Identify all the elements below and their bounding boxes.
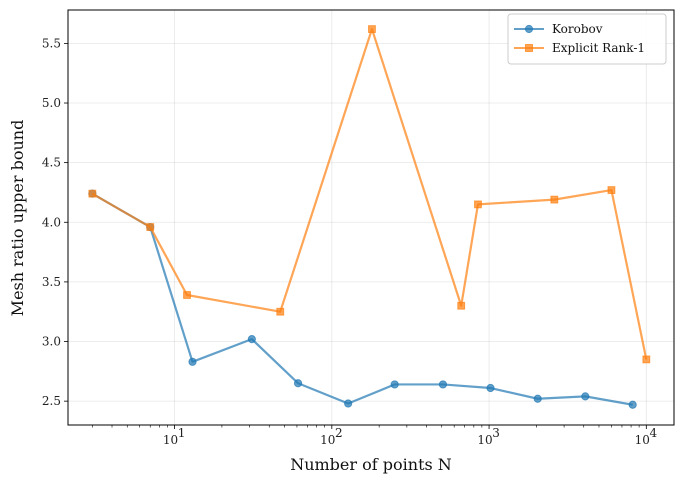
y-tick-label: 5.0: [42, 96, 61, 110]
series-line-korobov: [91, 192, 633, 406]
y-tick-label: 4.0: [42, 215, 61, 229]
data-point-korobov: [486, 383, 495, 393]
y-tick-label: 3.0: [42, 335, 61, 349]
x-tick-label: 10: [635, 433, 650, 447]
x-tick-label-exponent: 1: [178, 426, 186, 440]
x-tick-label: 10: [320, 433, 335, 447]
legend: Korobov Explicit Rank-1: [507, 13, 667, 65]
y-tick-label: 5.5: [42, 36, 61, 50]
data-point-explicit-rank-1: [276, 307, 285, 316]
data-point-explicit-rank-1: [146, 223, 155, 231]
x-tick-label: 10: [163, 433, 178, 447]
data-point-explicit-rank-1: [88, 189, 97, 198]
data-point-korobov: [533, 394, 542, 403]
data-point-explicit-rank-1: [183, 291, 191, 299]
data-point-explicit-rank-1: [607, 186, 616, 194]
data-point-explicit-rank-1: [550, 195, 559, 204]
grid: [68, 10, 674, 425]
data-point-explicit-rank-1: [368, 25, 376, 33]
axes-frame: [67, 9, 675, 426]
data-point-korobov: [581, 392, 590, 401]
legend-marker-explicit-rank-1: [525, 44, 533, 52]
legend-label-explicit-rank-1: Explicit Rank-1: [552, 41, 645, 55]
data-point-korobov: [247, 335, 256, 344]
y-tick-label: 2.5: [42, 394, 61, 408]
legend-label-korobov: Korobov: [552, 22, 603, 36]
data-point-korobov: [390, 380, 399, 389]
series-layer: [88, 25, 651, 409]
data-point-korobov: [344, 399, 353, 408]
data-point-explicit-rank-1: [474, 200, 482, 209]
x-tick-label-exponent: 2: [335, 426, 343, 440]
legend-marker-korobov: [524, 24, 534, 34]
x-tick-label: 10: [477, 433, 492, 447]
x-tick-label-exponent: 3: [492, 426, 500, 440]
x-axis-label: Number of points N: [290, 455, 452, 474]
data-point-explicit-rank-1: [642, 355, 651, 364]
data-point-korobov: [293, 379, 303, 388]
data-point-korobov: [438, 380, 448, 389]
tick-layer: 10 1 10 2 10 3 10 42.53.03.54.04.55.05.5: [42, 36, 658, 447]
data-point-explicit-rank-1: [457, 301, 466, 310]
y-tick-label: 4.5: [42, 156, 61, 170]
y-tick-label: 3.5: [42, 275, 61, 289]
data-point-korobov: [628, 400, 637, 409]
data-point-korobov: [188, 357, 197, 366]
series-line-explicit-rank-1: [91, 27, 648, 360]
x-tick-label-exponent: 4: [649, 426, 657, 440]
y-axis-label: Mesh ratio upper bound: [8, 120, 27, 317]
legend-box: [507, 13, 667, 65]
